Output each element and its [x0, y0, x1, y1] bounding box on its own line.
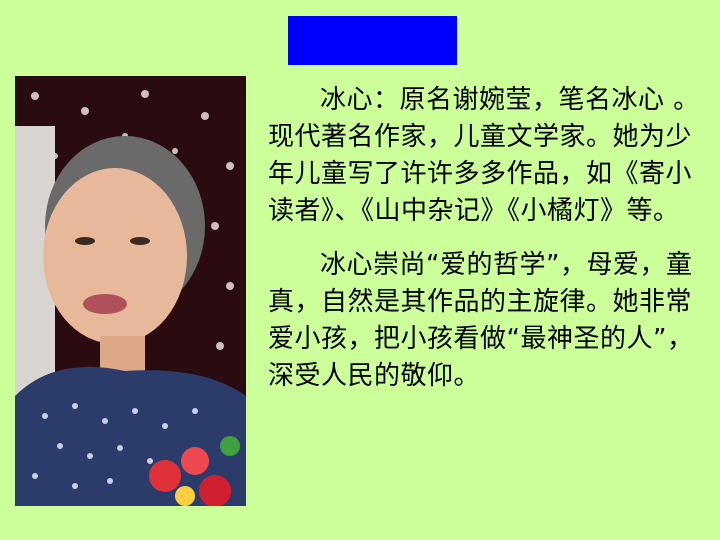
portrait-photo [15, 76, 246, 506]
paragraph-intro: 冰心：原名谢婉莹，笔名冰心 。现代著名作家，儿童文学家。她为少年儿童写了许许多多… [268, 85, 700, 226]
paragraph-philosophy: 冰心崇尚“爱的哲学”，母爱，童真，自然是其作品的主旋律。她非常爱小孩，把小孩看做… [268, 250, 694, 391]
title-box [288, 16, 457, 65]
text-block: 冰心：原名谢婉莹，笔名冰心 。现代著名作家，儿童文学家。她为少年儿童写了许许多多… [268, 82, 708, 395]
portrait-photo-icon [15, 76, 246, 506]
